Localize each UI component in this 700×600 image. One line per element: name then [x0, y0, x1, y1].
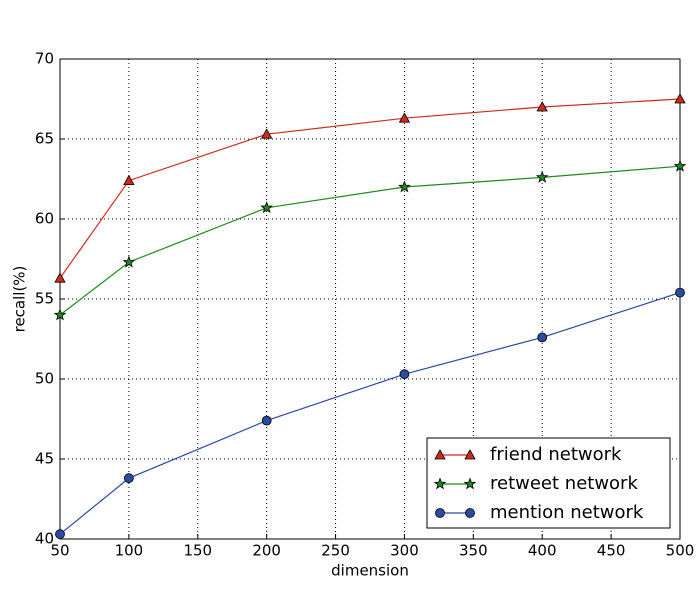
marker — [463, 477, 477, 490]
x-tick-label: 450 — [597, 542, 626, 560]
x-tick-label: 300 — [390, 542, 419, 560]
marker — [535, 170, 549, 183]
marker — [123, 473, 134, 484]
x-axis-label: dimension — [331, 562, 409, 580]
series-line — [59, 165, 681, 316]
marker — [398, 180, 411, 193]
marker — [536, 101, 548, 112]
legend-label: friend network — [490, 444, 622, 465]
marker — [674, 93, 686, 104]
y-tick-label: 70 — [35, 50, 54, 68]
marker — [537, 332, 548, 343]
legend-label: mention network — [490, 502, 644, 523]
marker — [260, 128, 273, 139]
marker — [675, 287, 685, 298]
marker — [399, 369, 410, 380]
marker — [53, 308, 67, 321]
marker — [261, 415, 272, 426]
marker — [398, 112, 411, 123]
series-line — [59, 292, 681, 535]
y-tick-label: 55 — [35, 290, 54, 308]
y-tick-label: 45 — [35, 450, 54, 468]
marker — [464, 449, 476, 460]
y-tick-label: 65 — [35, 130, 54, 148]
marker — [673, 159, 687, 172]
marker — [54, 272, 66, 283]
x-tick-label: 150 — [183, 542, 212, 560]
marker — [435, 508, 445, 518]
marker — [122, 255, 136, 268]
y-tick-label: 40 — [35, 530, 54, 548]
plot-frame — [59, 58, 681, 540]
marker — [465, 508, 475, 518]
y-axis-label: recall(%) — [11, 266, 29, 333]
y-tick-label: 60 — [35, 210, 54, 228]
marker — [55, 529, 65, 540]
x-tick-label: 500 — [666, 542, 695, 560]
x-tick-label: 400 — [528, 542, 557, 560]
x-tick-label: 200 — [252, 542, 281, 560]
marker — [260, 201, 273, 214]
marker — [123, 174, 135, 185]
series-line — [59, 98, 681, 279]
x-tick-label: 250 — [321, 542, 350, 560]
y-tick-label: 50 — [35, 370, 54, 388]
x-tick-label: 350 — [459, 542, 488, 560]
legend-label: retweet network — [490, 473, 638, 494]
x-tick-label: 50 — [50, 542, 69, 560]
x-tick-label: 100 — [115, 542, 144, 560]
marker — [433, 477, 447, 490]
marker — [434, 449, 446, 460]
